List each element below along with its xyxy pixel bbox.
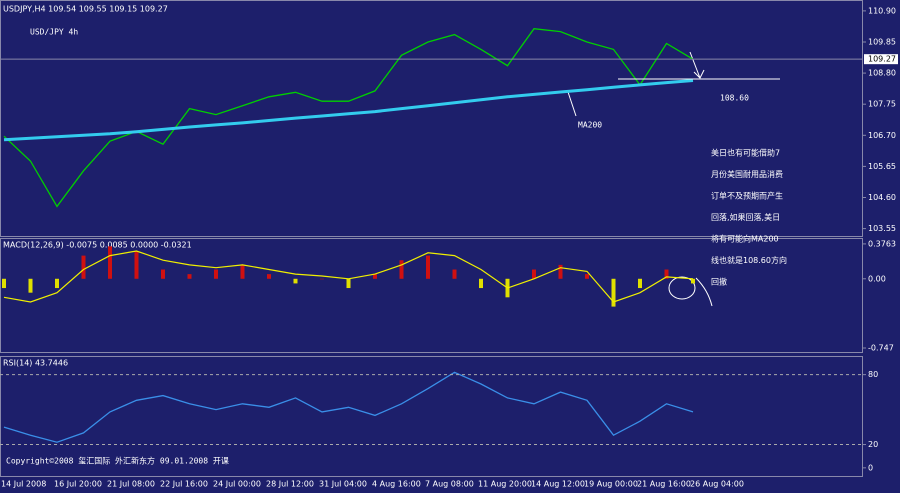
note-line: 回落,如果回落,美日 <box>711 212 780 222</box>
copyright: Copyright©2008 玺汇国际 外汇新东方 09.01.2008 开课 <box>6 456 229 466</box>
x-tick-label: 14 Aug 12:00 <box>531 480 585 489</box>
y-tick-label: 103.55 <box>868 224 896 233</box>
bar <box>28 278 33 293</box>
arrow <box>695 277 713 307</box>
bar <box>558 264 563 279</box>
price-panel <box>0 0 863 237</box>
y-tick-label: 0.00 <box>868 274 886 283</box>
note-line: 回撤 <box>711 277 727 287</box>
last-price-box <box>864 54 898 65</box>
x-tick-label: 19 Aug 00:00 <box>584 480 638 489</box>
bar <box>479 278 483 289</box>
bar <box>532 269 536 279</box>
x-tick-label: 21 Jul 08:00 <box>107 480 155 489</box>
bar <box>161 269 165 279</box>
y-tick-label: 20 <box>868 440 878 449</box>
note-line: 月份美国耐用品消费 <box>711 169 783 179</box>
line <box>3 28 694 208</box>
bar <box>346 278 351 289</box>
ma-label: MA200 <box>578 121 602 130</box>
bar <box>691 278 695 284</box>
last-price-label: 109.27 <box>868 55 896 64</box>
bar <box>108 246 112 279</box>
x-tick-label: 16 Jul 20:00 <box>54 480 102 489</box>
x-tick-label: 24 Jul 00:00 <box>213 480 261 489</box>
bar <box>81 255 86 279</box>
y-tick-label: 106.70 <box>868 131 896 140</box>
note-line: 将有可能向MA200 <box>711 234 779 244</box>
arrow <box>689 51 705 79</box>
y-tick-label: 110.90 <box>868 6 896 15</box>
x-tick-label: 14 Jul 2008 <box>1 480 46 489</box>
y-tick-label: 105.65 <box>868 162 896 171</box>
bar <box>611 278 616 307</box>
line <box>3 250 694 303</box>
x-tick-label: 7 Aug 08:00 <box>425 480 474 489</box>
note-line: 美日也有可能借助7 <box>711 148 780 158</box>
y-tick-label: 108.80 <box>868 69 896 78</box>
bar <box>187 274 192 279</box>
x-tick-label: 4 Aug 16:00 <box>372 480 421 489</box>
macd-panel <box>0 238 863 353</box>
chart-subtitle: USD/JPY 4h <box>30 28 78 37</box>
rsi-panel <box>0 356 863 477</box>
bar <box>638 278 642 289</box>
y-tick-label: 0.3763 <box>868 239 896 248</box>
bar <box>320 278 324 280</box>
bar <box>2 278 6 289</box>
bar <box>373 274 377 279</box>
line <box>3 79 694 142</box>
panel-title: RSI(14) 43.7446 <box>3 359 68 368</box>
x-tick-label: 11 Aug 20:00 <box>478 480 532 489</box>
y-tick-label: 0 <box>868 463 873 472</box>
x-tick-label: 28 Jul 12:00 <box>266 480 314 489</box>
y-tick-label: 80 <box>868 370 878 379</box>
y-tick-label: -0.747 <box>868 344 894 353</box>
bar <box>134 250 139 279</box>
y-tick-label: 109.85 <box>868 37 896 46</box>
note-line: 线也就是108.60方向 <box>711 255 787 265</box>
x-tick-label: 31 Jul 04:00 <box>319 480 367 489</box>
note-line: 订单不及预期而产生 <box>711 191 783 201</box>
bar <box>55 278 59 289</box>
bar <box>240 264 245 279</box>
bar <box>664 269 669 279</box>
pointer <box>567 91 577 117</box>
bar <box>452 269 457 279</box>
y-tick-label: 104.60 <box>868 193 896 202</box>
x-tick-label: 26 Aug 04:00 <box>690 480 744 489</box>
highlight-circle <box>668 276 696 300</box>
bar <box>426 255 430 279</box>
panel-title: MACD(12,26,9) -0.0075 0.0085 0.0000 -0.0… <box>3 241 192 250</box>
bar <box>293 278 298 284</box>
x-tick-label: 21 Aug 16:00 <box>637 480 691 489</box>
y-tick-label: 107.75 <box>868 100 896 109</box>
target-label: 108.60 <box>720 94 749 103</box>
panel-title: USDJPY,H4 109.54 109.55 109.15 109.27 <box>3 5 168 14</box>
bar <box>399 260 404 279</box>
x-tick-label: 22 Jul 16:00 <box>160 480 208 489</box>
bar <box>585 274 589 279</box>
bar <box>214 269 218 279</box>
bar <box>267 274 271 279</box>
line <box>3 371 694 443</box>
